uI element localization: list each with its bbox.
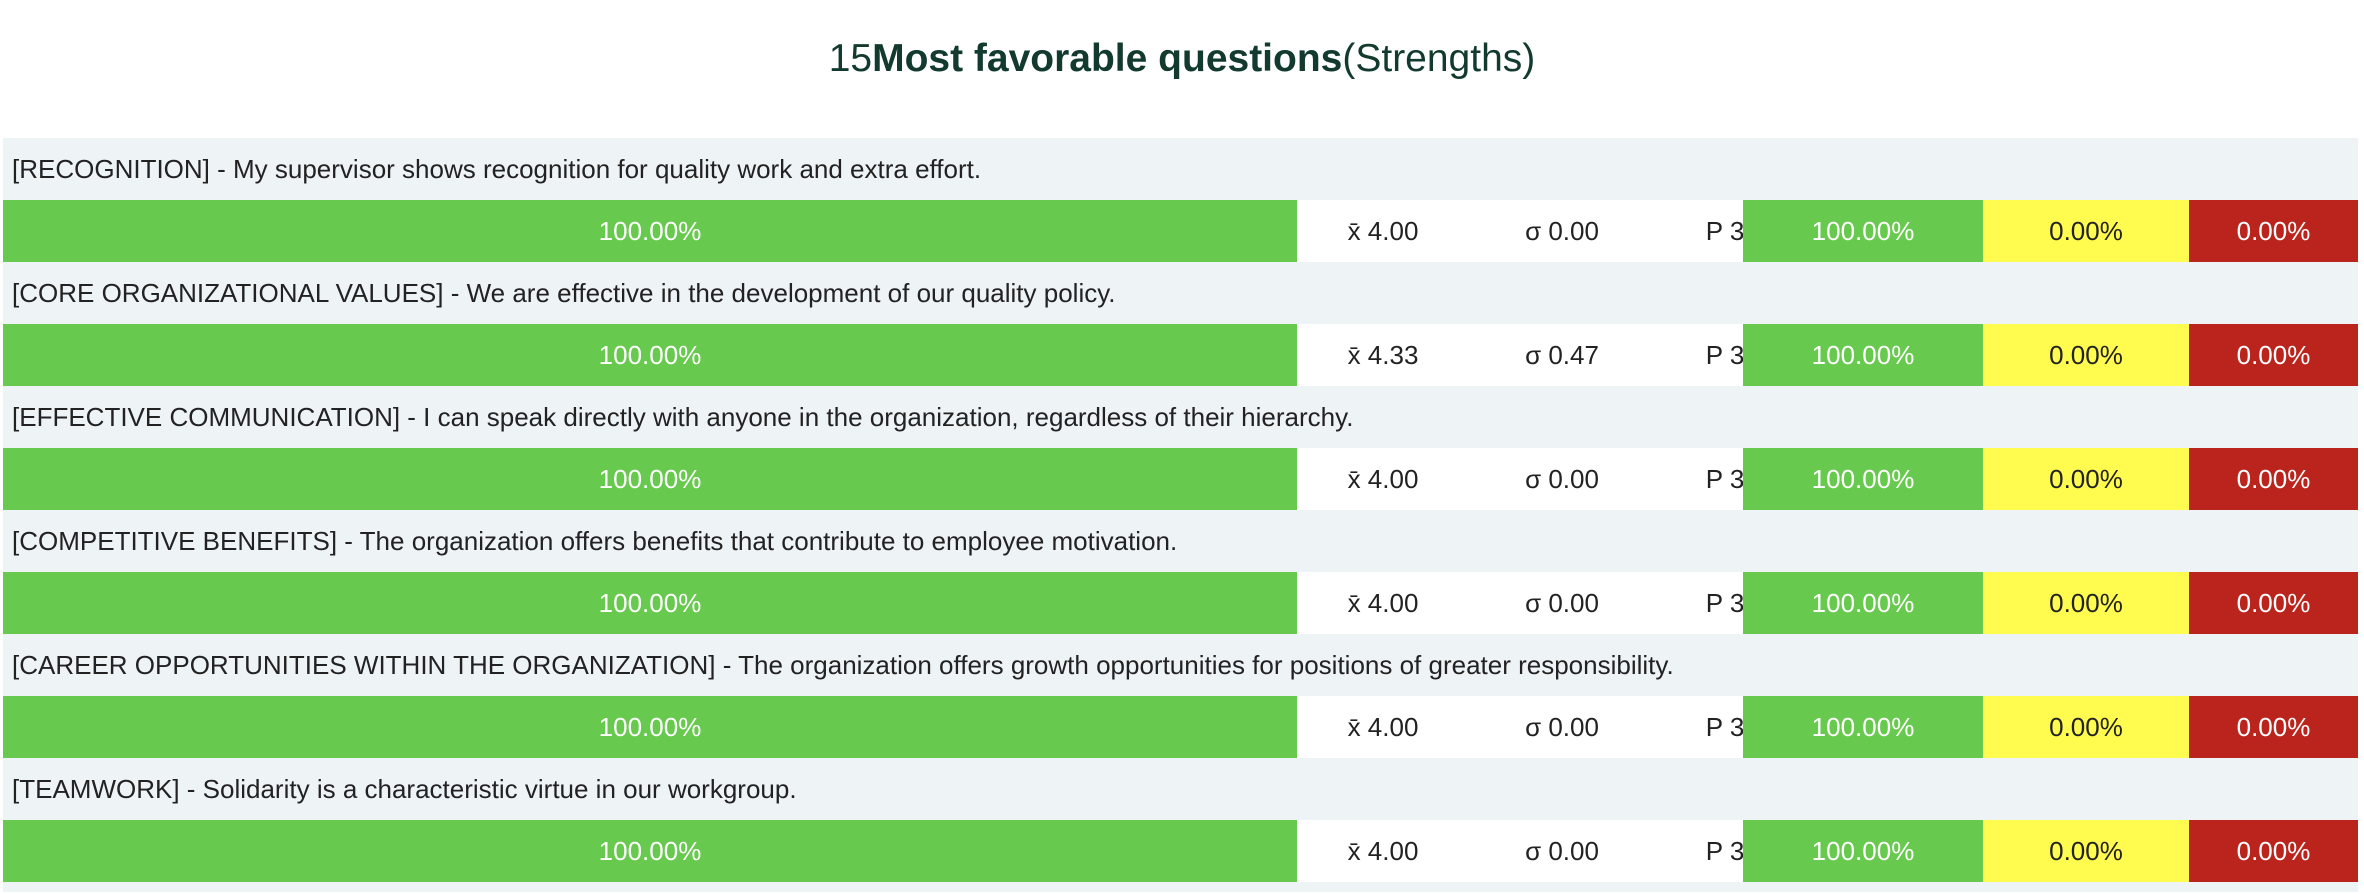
unfavorable-percent-cell: 0.00% [2189,448,2358,510]
title-count: 15 [828,37,873,80]
favorability-bar: 100.00% [3,572,1297,634]
favorable-percent-cell: 100.00% [1743,324,1983,386]
participants-value: P 3 [1705,711,1745,742]
favorability-bar-label: 100.00% [598,711,702,742]
neutral-percent-cell: 0.00% [1983,696,2189,758]
neutral-percent-cell: 0.00% [1983,572,2189,634]
favorable-percent-cell: 100.00% [1743,820,1983,882]
question-text: [TEAMWORK] - Solidarity is a characteris… [3,758,2358,820]
std-dev-value: σ 0.00 [1525,835,1599,866]
question-text: [EFFECTIVE COMMUNICATION] - I can speak … [3,386,2358,448]
favorable-percent-cell: 100.00% [1743,696,1983,758]
std-dev-value: σ 0.00 [1525,711,1599,742]
mean-value: x̄ 4.00 [1347,215,1419,246]
mean-value: x̄ 4.33 [1347,339,1419,370]
participants-value: P 3 [1705,463,1745,494]
unfavorable-percent-cell: 0.00% [2189,696,2358,758]
unfavorable-percent-cell: 0.00% [2189,820,2358,882]
favorability-bar: 100.00% [3,820,1297,882]
neutral-percent-cell: 0.00% [1983,324,2189,386]
favorability-bar-label: 100.00% [598,463,702,494]
title-main: Most favorable questions [872,37,1343,80]
mean-value: x̄ 4.00 [1347,463,1419,494]
question-text: [COMPETITIVE BENEFITS] - The organizatio… [3,510,2358,572]
question-item: [CORE ORGANIZATIONAL VALUES] - We are ef… [3,262,2358,386]
question-item: [RECOGNITION] - My supervisor shows reco… [3,138,2358,262]
neutral-percent-cell: 0.00% [1983,448,2189,510]
favorability-bar: 100.00% [3,696,1297,758]
question-item: [COMPETITIVE BENEFITS] - The organizatio… [3,510,2358,634]
question-stats-row: 100.00% x̄ 4.00 σ 0.00 P 3 100.00% 0.00% 0.00% [3,200,2358,262]
favorability-bar: 100.00% [3,448,1297,510]
participants-value: P 3 [1705,835,1745,866]
favorable-percent-cell: 100.00% [1743,448,1983,510]
favorability-bar: 100.00% [3,200,1297,262]
question-text: [CORE ORGANIZATIONAL VALUES] - We are ef… [3,262,2358,324]
std-dev-value: σ 0.00 [1525,463,1599,494]
std-dev-value: σ 0.47 [1525,339,1599,370]
participants-value: P 3 [1705,339,1745,370]
next-row-edge [3,882,2358,892]
question-stats-row: 100.00% x̄ 4.00 σ 0.00 P 3 100.00% 0.00% 0.00% [3,696,2358,758]
favorability-bar-label: 100.00% [598,835,702,866]
neutral-percent-cell: 0.00% [1983,820,2189,882]
question-item: [EFFECTIVE COMMUNICATION] - I can speak … [3,386,2358,510]
mean-value: x̄ 4.00 [1347,711,1419,742]
question-stats-row: 100.00% x̄ 4.00 σ 0.00 P 3 100.00% 0.00% 0.00% [3,572,2358,634]
favorability-bar-fill [3,696,1297,758]
mean-value: x̄ 4.00 [1347,835,1419,866]
mean-value: x̄ 4.00 [1347,587,1419,618]
question-item: [TEAMWORK] - Solidarity is a characteris… [3,758,2358,882]
questions-list: [RECOGNITION] - My supervisor shows reco… [3,138,2358,892]
unfavorable-percent-cell: 0.00% [2189,572,2358,634]
std-dev-value: σ 0.00 [1525,587,1599,618]
favorable-percent-cell: 100.00% [1743,572,1983,634]
favorability-bar-label: 100.00% [598,215,702,246]
favorability-bar: 100.00% [3,324,1297,386]
participants-value: P 3 [1705,587,1745,618]
section-title: 15 Most favorable questions (Strengths) [0,26,2364,92]
question-stats-row: 100.00% x̄ 4.33 σ 0.47 P 3 100.00% 0.00% 0.00% [3,324,2358,386]
favorability-bar-fill [3,448,1297,510]
question-text: [CAREER OPPORTUNITIES WITHIN THE ORGANIZ… [3,634,2358,696]
favorability-bar-fill [3,572,1297,634]
unfavorable-percent-cell: 0.00% [2189,200,2358,262]
std-dev-value: σ 0.00 [1525,215,1599,246]
title-suffix: (Strengths) [1342,37,1536,80]
favorability-bar-fill [3,200,1297,262]
question-text: [RECOGNITION] - My supervisor shows reco… [3,138,2358,200]
favorability-bar-label: 100.00% [598,587,702,618]
favorable-percent-cell: 100.00% [1743,200,1983,262]
neutral-percent-cell: 0.00% [1983,200,2189,262]
question-item: [CAREER OPPORTUNITIES WITHIN THE ORGANIZ… [3,634,2358,758]
question-stats-row: 100.00% x̄ 4.00 σ 0.00 P 3 100.00% 0.00% 0.00% [3,448,2358,510]
question-stats-row: 100.00% x̄ 4.00 σ 0.00 P 3 100.00% 0.00% 0.00% [3,820,2358,882]
unfavorable-percent-cell: 0.00% [2189,324,2358,386]
favorability-bar-fill [3,820,1297,882]
favorability-bar-fill [3,324,1297,386]
participants-value: P 3 [1705,215,1745,246]
favorability-bar-label: 100.00% [598,339,702,370]
